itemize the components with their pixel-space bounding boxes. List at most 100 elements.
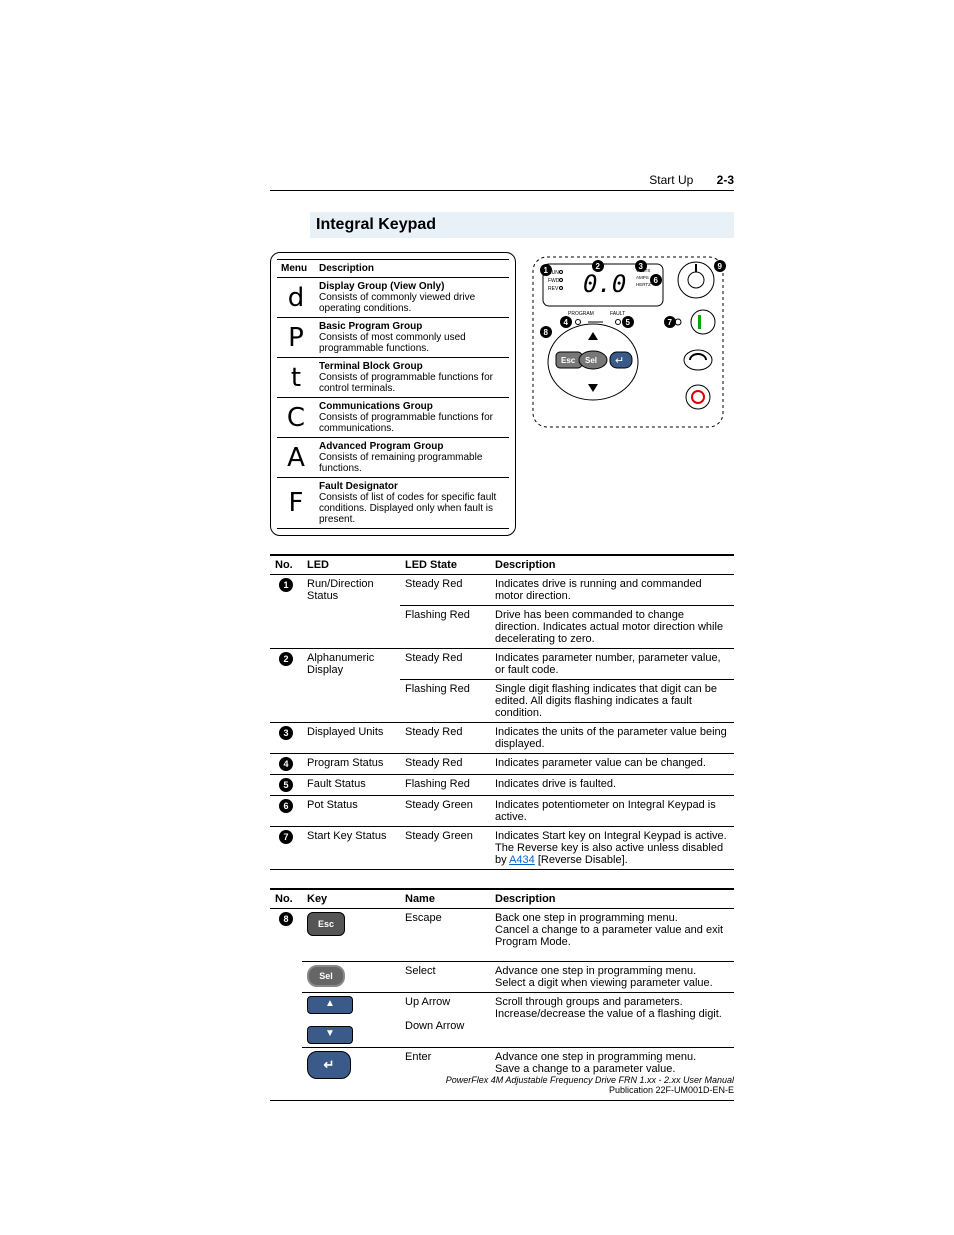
cell-desc: Indicates the units of the parameter val… bbox=[490, 723, 734, 754]
table-row: 2 Alphanumeric Display Steady Red Indica… bbox=[270, 649, 734, 680]
down-arrow-key-icon: ▼ bbox=[307, 1026, 353, 1044]
cell-desc: Indicates Start key on Integral Keypad i… bbox=[490, 827, 734, 870]
menu-glyph-c: C bbox=[277, 398, 315, 438]
menu-row-title: Basic Program Group bbox=[319, 321, 505, 332]
header-rule bbox=[270, 190, 734, 191]
section-title: Integral Keypad bbox=[310, 212, 734, 238]
up-arrow-icon bbox=[588, 332, 598, 340]
menu-row: A Advanced Program GroupConsists of rema… bbox=[277, 438, 509, 478]
menu-glyph-t: t bbox=[277, 358, 315, 398]
label-program: PROGRAM bbox=[568, 311, 594, 317]
esc-key-icon: Esc bbox=[307, 912, 345, 936]
svg-text:7: 7 bbox=[668, 318, 673, 327]
cell-name: Select bbox=[400, 962, 490, 993]
enter-key-icon: ↵ bbox=[307, 1051, 351, 1079]
menu-row-desc: Consists of programmable functions for c… bbox=[319, 372, 493, 394]
table-row: Sel Select Advance one step in programmi… bbox=[270, 962, 734, 993]
menu-row: d Display Group (View Only)Consists of c… bbox=[277, 278, 509, 318]
menu-glyph-d: d bbox=[277, 278, 315, 318]
menu-glyph-a: A bbox=[277, 438, 315, 478]
svg-text:8: 8 bbox=[544, 328, 549, 337]
cell-desc: Back one step in programming menu. Cance… bbox=[490, 909, 734, 962]
menu-row-title: Fault Designator bbox=[319, 481, 505, 492]
cell-desc: Indicates drive is running and commanded… bbox=[490, 575, 734, 606]
num-badge: 4 bbox=[279, 757, 293, 771]
label-rev: REV bbox=[548, 286, 559, 292]
menu-row-desc: Consists of remaining programmable funct… bbox=[319, 452, 482, 474]
menu-row-title: Advanced Program Group bbox=[319, 441, 505, 452]
menu-header-desc: Description bbox=[315, 260, 509, 278]
th-state: LED State bbox=[400, 555, 490, 575]
table-row: 5 Fault Status Flashing Red Indicates dr… bbox=[270, 775, 734, 796]
cell-desc: Indicates parameter number, parameter va… bbox=[490, 649, 734, 680]
sel-key-icon: Sel bbox=[307, 965, 345, 987]
cell-desc: Advance one step in programming menu. Se… bbox=[490, 962, 734, 993]
table-row: 7 Start Key Status Steady Green Indicate… bbox=[270, 827, 734, 870]
menu-row: t Terminal Block GroupConsists of progra… bbox=[277, 358, 509, 398]
cell-desc: Drive has been commanded to change direc… bbox=[490, 606, 734, 649]
table-row: 6 Pot Status Steady Green Indicates pote… bbox=[270, 796, 734, 827]
header-page: 2-3 bbox=[717, 173, 734, 187]
menu-glyph-p: P bbox=[277, 318, 315, 358]
menu-row-desc: Consists of programmable functions for c… bbox=[319, 412, 493, 434]
svg-text:4: 4 bbox=[564, 318, 569, 327]
cell-desc: Scroll through groups and parameters. In… bbox=[490, 993, 734, 1048]
th-name: Name bbox=[400, 889, 490, 909]
cell-led: Program Status bbox=[302, 754, 400, 775]
menu-row-desc: Consists of list of codes for specific f… bbox=[319, 492, 496, 525]
menu-row-title: Terminal Block Group bbox=[319, 361, 505, 372]
num-badge: 2 bbox=[279, 652, 293, 666]
num-badge: 5 bbox=[279, 778, 293, 792]
page-footer: PowerFlex 4M Adjustable Frequency Drive … bbox=[446, 1075, 734, 1095]
cell-state: Steady Red bbox=[400, 649, 490, 680]
svg-text:9: 9 bbox=[718, 262, 723, 271]
svg-text:6: 6 bbox=[654, 276, 659, 285]
num-badge: 1 bbox=[279, 578, 293, 592]
table-row: 4 Program Status Steady Red Indicates pa… bbox=[270, 754, 734, 775]
link-a434[interactable]: A434 bbox=[509, 854, 535, 866]
cell-state: Steady Green bbox=[400, 796, 490, 827]
num-badge: 6 bbox=[279, 799, 293, 813]
svg-text:2: 2 bbox=[596, 262, 601, 271]
menu-row-title: Communications Group bbox=[319, 401, 505, 412]
table-row: 8 Esc Escape Back one step in programmin… bbox=[270, 909, 734, 962]
page: Start Up 2-3 Integral Keypad Menu Descri… bbox=[0, 0, 954, 1235]
menu-glyph-f: F bbox=[277, 478, 315, 529]
menu-row-title: Display Group (View Only) bbox=[319, 281, 505, 292]
menu-row-desc: Consists of most commonly used programma… bbox=[319, 332, 466, 354]
menu-row: P Basic Program GroupConsists of most co… bbox=[277, 318, 509, 358]
cell-led: Displayed Units bbox=[302, 723, 400, 754]
label-hertz: HERTZ bbox=[636, 282, 651, 287]
th-desc: Description bbox=[490, 889, 734, 909]
label-amps: AMPS bbox=[636, 275, 649, 280]
num-badge: 7 bbox=[279, 830, 293, 844]
svg-text:5: 5 bbox=[626, 318, 631, 327]
cell-state: Steady Red bbox=[400, 723, 490, 754]
cell-name: Escape bbox=[400, 909, 490, 962]
table-row: 1 Run/Direction Status Steady Red Indica… bbox=[270, 575, 734, 606]
up-arrow-key-icon: ▲ bbox=[307, 996, 353, 1014]
keypad-diagram: RUN FWD REV 0.0 VOLTS AMPS HERTZ PROGRAM… bbox=[528, 252, 728, 452]
cell-led: Alphanumeric Display bbox=[302, 649, 400, 723]
upper-row: Menu Description d Display Group (View O… bbox=[270, 252, 734, 536]
cell-state: Steady Red bbox=[400, 575, 490, 606]
cell-state: Flashing Red bbox=[400, 606, 490, 649]
display-value: 0.0 bbox=[583, 270, 626, 298]
th-desc: Description bbox=[490, 555, 734, 575]
cell-desc: Indicates potentiometer on Integral Keyp… bbox=[490, 796, 734, 827]
menu-table: Menu Description d Display Group (View O… bbox=[277, 259, 509, 529]
table-row: 3 Displayed Units Steady Red Indicates t… bbox=[270, 723, 734, 754]
sel-label: Sel bbox=[585, 356, 597, 365]
header-section: Start Up bbox=[649, 173, 693, 187]
menu-row: F Fault DesignatorConsists of list of co… bbox=[277, 478, 509, 529]
th-led: LED bbox=[302, 555, 400, 575]
cell-led: Fault Status bbox=[302, 775, 400, 796]
esc-label: Esc bbox=[561, 356, 576, 365]
svg-text:1: 1 bbox=[544, 266, 549, 275]
svg-text:3: 3 bbox=[639, 262, 644, 271]
cell-state: Flashing Red bbox=[400, 680, 490, 723]
menu-header-menu: Menu bbox=[277, 260, 315, 278]
num-badge: 3 bbox=[279, 726, 293, 740]
led-table: No. LED LED State Description 1 Run/Dire… bbox=[270, 554, 734, 870]
cell-led: Run/Direction Status bbox=[302, 575, 400, 649]
